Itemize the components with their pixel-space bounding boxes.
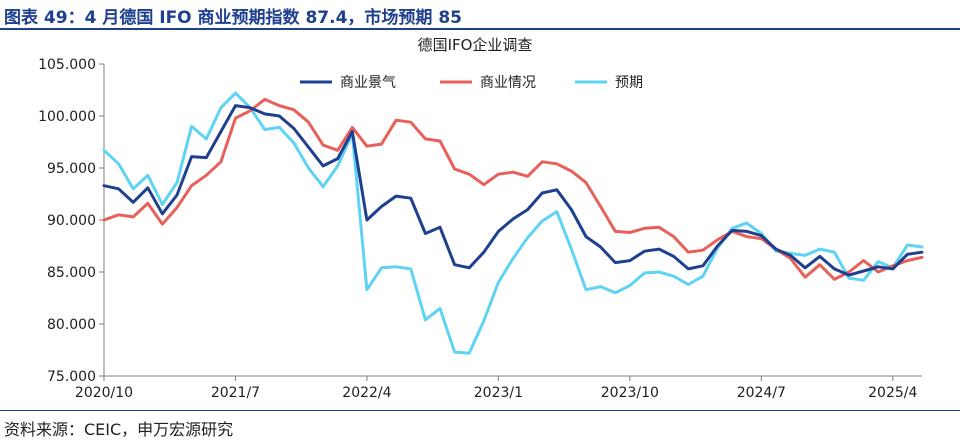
x-tick-label: 2022/4 <box>342 385 391 401</box>
y-tick-label: 90.000 <box>47 213 96 229</box>
series-line-2 <box>102 97 924 281</box>
x-tick-label: 2024/7 <box>737 385 786 401</box>
source-note: 资料来源：CEIC，申万宏源研究 <box>4 420 234 439</box>
legend-label-3: 预期 <box>615 75 643 91</box>
report-footer: 资料来源：CEIC，申万宏源研究 <box>0 410 960 440</box>
figure-title: 图表 49：4 月德国 IFO 商业预期指数 87.4，市场预期 85 <box>4 8 462 28</box>
x-tick-label: 2025/4 <box>868 385 917 401</box>
x-tick-label: 2023/1 <box>474 385 523 401</box>
y-tick-label: 85.000 <box>47 265 96 281</box>
y-tick-label: 75.000 <box>47 369 96 385</box>
series-line-1 <box>102 104 924 277</box>
legend-label-2: 商业情况 <box>480 75 536 91</box>
chart-area: 德国IFO企业调查 75.000 80.000 85.000 90.000 95.000… <box>0 30 960 410</box>
series-layer <box>102 91 924 355</box>
chart-axes: 75.000 80.000 85.000 90.000 95.000 100.000 105… <box>38 57 922 401</box>
chart-title: 德国IFO企业调查 <box>418 36 533 54</box>
y-tick-label: 95.000 <box>47 161 96 177</box>
report-header: 图表 49：4 月德国 IFO 商业预期指数 87.4，市场预期 85 <box>0 0 960 30</box>
x-tick-label: 2021/7 <box>211 385 260 401</box>
line-chart: 德国IFO企业调查 75.000 80.000 85.000 90.000 95.000… <box>38 36 924 401</box>
x-tick-label: 2020/10 <box>75 385 133 401</box>
chart-legend: 商业景气 商业情况 预期 <box>300 75 643 91</box>
y-tick-label: 80.000 <box>47 317 96 333</box>
series-line-3 <box>102 91 924 355</box>
legend-label-1: 商业景气 <box>340 75 396 91</box>
y-tick-label: 100.000 <box>38 109 96 125</box>
x-tick-label: 2023/10 <box>601 385 659 401</box>
y-tick-label: 105.000 <box>38 57 96 73</box>
